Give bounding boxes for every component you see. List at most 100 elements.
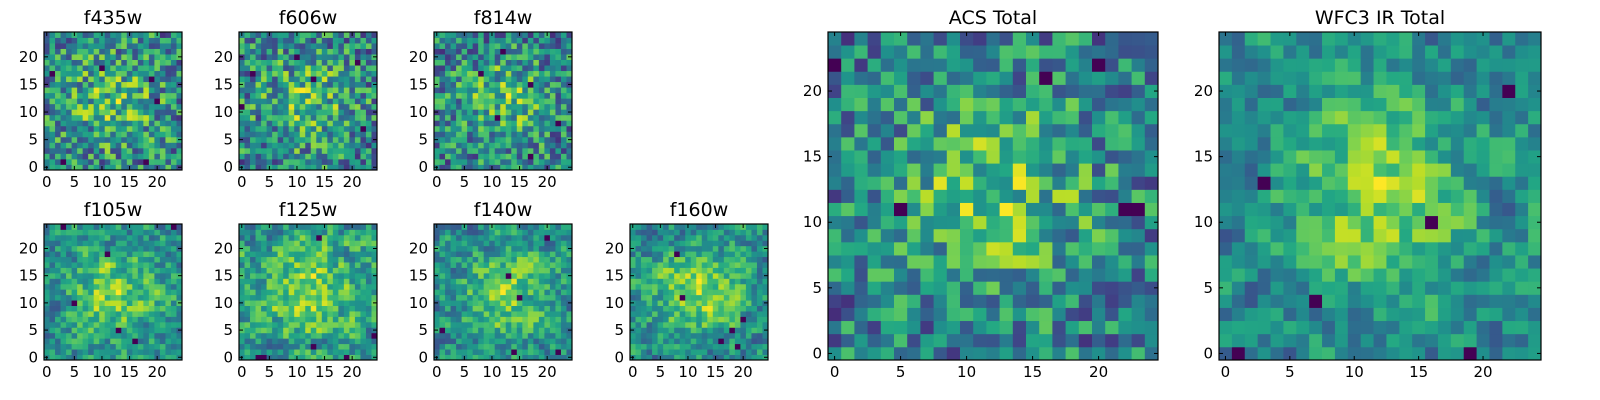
heatmap-cell: [44, 59, 50, 66]
heatmap-cell: [360, 98, 367, 105]
heatmap-cell: [841, 228, 855, 243]
heatmap-cell: [723, 343, 730, 350]
heatmap-cell: [478, 321, 485, 328]
heatmap-cell: [255, 131, 262, 138]
heatmap-cell: [327, 327, 334, 334]
heatmap-cell: [1012, 189, 1027, 203]
heatmap-cell: [1131, 307, 1146, 322]
heatmap-cell: [527, 311, 534, 317]
heatmap-cell: [500, 311, 507, 317]
heatmap-cell: [159, 311, 166, 317]
heatmap-cell: [104, 272, 111, 279]
heatmap-cell: [272, 153, 279, 160]
heatmap-cell: [560, 98, 567, 105]
heatmap-cell: [533, 283, 540, 290]
heatmap-cell: [894, 255, 908, 269]
heatmap-cell: [154, 300, 161, 306]
heatmap-cell: [110, 327, 117, 334]
heatmap-cell: [294, 283, 301, 290]
heatmap-cell: [126, 114, 133, 121]
heatmap-cell: [261, 300, 267, 306]
heatmap-cell: [261, 48, 267, 55]
heatmap-cell: [718, 289, 725, 296]
heatmap-cell: [170, 321, 177, 328]
heatmap-cell: [82, 81, 89, 88]
heatmap-cell: [635, 327, 642, 334]
heatmap-cell: [505, 125, 512, 132]
heatmap-cell: [456, 321, 462, 328]
heatmap-cell: [137, 256, 144, 263]
heatmap-cell: [294, 131, 301, 138]
heatmap-cell: [1052, 241, 1066, 256]
heatmap-cell: [349, 87, 356, 94]
heatmap-cell: [60, 54, 67, 60]
heatmap-cell: [560, 43, 567, 49]
heatmap-cell: [538, 87, 545, 94]
heatmap-cell: [110, 81, 117, 88]
heatmap-cell: [880, 150, 895, 164]
heatmap-cell: [718, 354, 725, 361]
heatmap-cell: [343, 114, 350, 121]
heatmap-cell: [99, 87, 106, 94]
heatmap-cell: [566, 92, 573, 99]
heatmap-cell: [71, 321, 78, 328]
heatmap-cell: [1065, 320, 1080, 335]
heatmap-cell: [516, 262, 523, 268]
heatmap-cell: [66, 87, 72, 94]
heatmap-cell: [880, 294, 895, 308]
heatmap-cell: [343, 131, 350, 138]
heatmap-cell: [663, 338, 670, 345]
heatmap-cell: [494, 65, 501, 72]
heatmap-cell: [49, 278, 56, 285]
heatmap-cell: [343, 142, 350, 149]
heatmap-cell: [467, 136, 474, 143]
heatmap-cell: [148, 65, 155, 72]
heatmap-cell: [641, 354, 647, 361]
heatmap-cell: [148, 81, 155, 88]
heatmap-cell: [250, 224, 256, 230]
y-tick-label: 15: [214, 267, 233, 285]
heatmap-cell: [538, 120, 545, 127]
heatmap-cell: [456, 158, 462, 165]
heatmap-cell: [165, 158, 172, 165]
heatmap-cell: [88, 125, 95, 132]
heatmap-cell: [132, 43, 139, 49]
heatmap-cell: [349, 103, 356, 110]
heatmap-cell: [354, 278, 361, 285]
heatmap-cell: [349, 114, 356, 121]
heatmap-cell: [500, 76, 507, 83]
heatmap-cell: [93, 289, 100, 296]
heatmap-cell: [327, 70, 334, 77]
heatmap-cell: [266, 153, 273, 160]
heatmap-cell: [88, 164, 95, 171]
heatmap-cell: [159, 283, 166, 290]
heatmap-cell: [244, 65, 251, 72]
heatmap-cell: [371, 87, 378, 94]
heatmap-cell: [170, 65, 177, 72]
heatmap-cell: [266, 251, 273, 258]
heatmap-cell: [77, 37, 84, 44]
heatmap-cell: [456, 240, 462, 247]
x-tick-label: 20: [148, 173, 167, 191]
heatmap-cell: [960, 346, 974, 361]
heatmap-cell: [566, 283, 573, 290]
heatmap-cell: [555, 294, 562, 301]
heatmap-cell: [316, 321, 323, 328]
heatmap-cell: [60, 267, 67, 274]
heatmap-cell: [478, 65, 485, 72]
heatmap-cell: [360, 164, 367, 171]
heatmap-cell: [494, 164, 501, 171]
heatmap-cell: [299, 65, 306, 72]
heatmap-cell: [445, 332, 451, 339]
heatmap-cell: [294, 54, 301, 60]
heatmap-cell: [467, 311, 474, 317]
heatmap-cell: [549, 32, 556, 38]
heatmap-cell: [170, 87, 177, 94]
heatmap-cell: [707, 289, 714, 296]
heatmap-cell: [299, 158, 306, 165]
heatmap-cell: [277, 120, 284, 127]
heatmap-cell: [467, 98, 474, 105]
heatmap-cell: [511, 234, 518, 241]
heatmap-cell: [88, 272, 95, 279]
heatmap-cell: [467, 158, 474, 165]
